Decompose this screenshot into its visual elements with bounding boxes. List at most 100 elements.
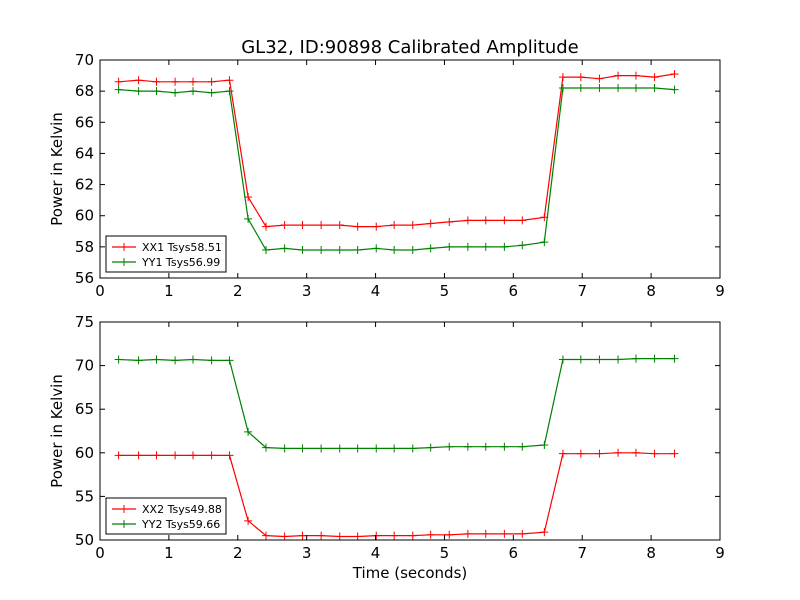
data-point	[298, 444, 307, 453]
data-point	[463, 216, 472, 225]
x-tick-label: 1	[164, 544, 174, 562]
data-point	[207, 356, 216, 365]
x-tick-label: 9	[715, 544, 725, 562]
legend-swatch-marker	[120, 520, 128, 528]
data-point	[171, 77, 180, 86]
data-point	[390, 245, 399, 254]
data-point	[540, 440, 549, 449]
data-point	[171, 356, 180, 365]
data-point	[650, 84, 659, 93]
data-point	[335, 444, 344, 453]
data-point	[518, 241, 527, 250]
data-point	[390, 221, 399, 230]
data-point	[390, 444, 399, 453]
data-point	[614, 355, 623, 364]
y-tick-label: 70	[75, 51, 94, 69]
data-point	[114, 85, 123, 94]
data-point	[189, 87, 197, 96]
data-point	[631, 354, 640, 363]
data-point	[114, 451, 123, 460]
data-point	[353, 245, 362, 254]
x-tick-label: 9	[715, 282, 725, 300]
data-point	[152, 87, 161, 96]
data-point	[650, 449, 659, 458]
data-point	[134, 451, 143, 460]
x-tick-label: 8	[646, 544, 656, 562]
data-point	[372, 244, 381, 253]
legend: XX2 Tsys49.88 YY2 Tsys59.66	[105, 497, 227, 535]
data-point	[134, 356, 143, 365]
y-axis-label: Power in Kelvin	[48, 374, 66, 488]
y-tick-label: 62	[75, 176, 94, 194]
data-point	[518, 216, 527, 225]
x-tick-label: 1	[164, 282, 174, 300]
data-point	[540, 528, 549, 537]
data-point	[317, 245, 326, 254]
data-point	[558, 355, 567, 364]
data-point	[426, 219, 435, 228]
data-point	[408, 245, 417, 254]
y-tick-label: 75	[75, 313, 94, 331]
x-tick-label: 8	[646, 282, 656, 300]
data-point	[207, 88, 216, 97]
data-point	[134, 87, 143, 96]
data-point	[372, 444, 381, 453]
y-tick-label: 55	[75, 487, 94, 505]
data-point	[576, 73, 585, 82]
data-point	[408, 221, 417, 230]
chart-title: GL32, ID:90898 Calibrated Amplitude	[241, 37, 579, 58]
data-point	[650, 354, 659, 363]
data-point	[426, 530, 435, 539]
data-point	[500, 216, 509, 225]
data-point	[463, 529, 472, 538]
y-axis-label: Power in Kelvin	[48, 112, 66, 226]
y-tick-label: 58	[75, 238, 94, 256]
data-point	[335, 532, 344, 541]
data-point	[670, 70, 679, 79]
data-point	[445, 442, 454, 451]
data-point	[481, 529, 490, 538]
data-point	[189, 77, 197, 86]
data-point	[335, 221, 344, 230]
data-point	[262, 443, 271, 452]
y-tick-label: 66	[75, 113, 94, 131]
series-line-2	[118, 358, 675, 449]
data-point	[114, 355, 123, 364]
data-point	[317, 444, 326, 453]
legend-label: XX1 Tsys58.51	[142, 241, 222, 254]
data-point	[262, 531, 271, 540]
data-point	[372, 222, 381, 231]
data-point	[595, 74, 604, 83]
plot-frame	[99, 321, 721, 541]
data-point	[353, 444, 362, 453]
plot-frame	[99, 59, 721, 279]
x-tick-label: 7	[577, 282, 587, 300]
x-tick-label: 5	[440, 544, 450, 562]
data-point	[481, 216, 490, 225]
data-point	[298, 221, 307, 230]
data-point	[426, 443, 435, 452]
data-point	[595, 84, 604, 93]
legend-box	[105, 497, 227, 535]
data-point	[445, 530, 454, 539]
data-point	[500, 442, 509, 451]
data-point	[595, 355, 604, 364]
data-point	[408, 531, 417, 540]
x-tick-label: 6	[509, 544, 519, 562]
x-axis-label: Time (seconds)	[352, 564, 468, 582]
data-point	[280, 444, 289, 453]
data-point	[171, 88, 180, 97]
data-point	[670, 354, 679, 363]
data-point	[225, 87, 234, 96]
x-tick-label: 4	[371, 282, 381, 300]
data-point	[558, 73, 567, 82]
data-point	[335, 245, 344, 254]
y-tick-label: 56	[75, 269, 94, 287]
legend-label: YY2 Tsys59.66	[141, 518, 220, 531]
data-point	[171, 451, 180, 460]
data-point	[298, 245, 307, 254]
data-point	[463, 442, 472, 451]
data-point	[408, 444, 417, 453]
data-point	[152, 355, 161, 364]
